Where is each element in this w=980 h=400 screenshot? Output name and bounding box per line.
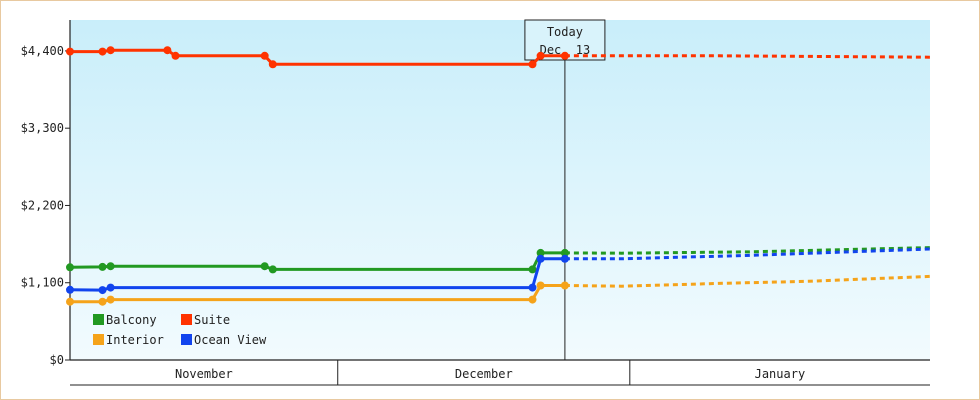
interior-history-line	[70, 284, 565, 304]
interior-point[interactable]	[106, 295, 115, 304]
legend-label-ocean-view: Ocean View	[194, 333, 267, 347]
suite-point[interactable]	[66, 47, 74, 56]
balcony-point[interactable]	[536, 248, 545, 257]
interior-point[interactable]	[66, 297, 74, 306]
interior-point[interactable]	[560, 281, 569, 290]
balcony-forecast-line	[564, 246, 931, 255]
suite-point[interactable]	[268, 60, 277, 69]
ocean-view-forecast-line	[564, 247, 931, 261]
month-label: January	[755, 367, 806, 381]
suite-forecast-line	[564, 54, 931, 59]
legend-label-balcony: Balcony	[106, 313, 157, 327]
suite-history-line	[70, 48, 565, 66]
ocean-view-point[interactable]	[106, 283, 115, 292]
legend-swatch-interior	[93, 334, 104, 345]
y-tick-label: $2,200	[21, 198, 64, 212]
interior-point[interactable]	[536, 281, 545, 290]
interior-forecast-line	[564, 274, 931, 288]
y-tick-label: $4,400	[21, 44, 64, 58]
interior-point[interactable]	[98, 297, 107, 306]
y-tick-label: $0	[50, 353, 64, 367]
legend-swatch-balcony	[93, 314, 104, 325]
ocean-view-history-line	[69, 257, 565, 292]
ocean-view-point[interactable]	[66, 285, 74, 294]
ocean-view-point[interactable]	[560, 254, 569, 263]
legend-swatch-ocean-view	[181, 334, 192, 345]
ocean-view-point[interactable]	[98, 286, 107, 295]
interior-point[interactable]	[528, 295, 537, 304]
legend-label-interior: Interior	[106, 333, 164, 347]
suite-point[interactable]	[98, 47, 107, 56]
month-label: December	[455, 367, 513, 381]
legend-swatch-suite	[181, 314, 192, 325]
balcony-point[interactable]	[66, 263, 74, 272]
suite-point[interactable]	[171, 51, 180, 60]
ocean-view-point[interactable]	[536, 254, 545, 263]
suite-point[interactable]	[106, 46, 115, 55]
suite-point[interactable]	[163, 46, 172, 55]
balcony-point[interactable]	[528, 265, 537, 274]
today-label: Today	[547, 25, 583, 39]
suite-point[interactable]	[536, 51, 545, 60]
plot-background	[70, 20, 930, 360]
balcony-point[interactable]	[560, 248, 569, 257]
suite-point[interactable]	[260, 51, 269, 60]
y-tick-label: $1,100	[21, 276, 64, 290]
legend-label-suite: Suite	[194, 313, 230, 327]
today-date-label: Dec. 13	[540, 43, 591, 57]
suite-point[interactable]	[528, 60, 537, 69]
balcony-point[interactable]	[106, 262, 115, 271]
y-tick-label: $3,300	[21, 121, 64, 135]
ocean-view-point[interactable]	[528, 283, 537, 292]
month-label: November	[175, 367, 233, 381]
balcony-point[interactable]	[260, 262, 269, 271]
balcony-point[interactable]	[98, 262, 107, 271]
balcony-point[interactable]	[268, 265, 277, 274]
suite-point[interactable]	[560, 51, 569, 60]
